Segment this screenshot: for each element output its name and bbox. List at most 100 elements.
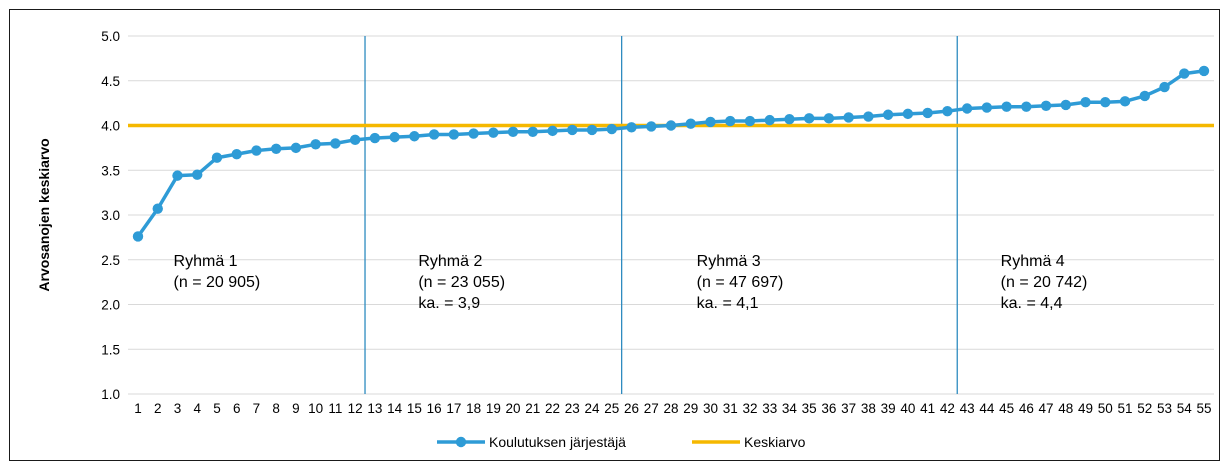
group-annotation-line: ka. = 3,9 (418, 295, 480, 312)
data-point (1060, 99, 1072, 111)
y-tick-labels: 1.0 1.5 2.0 2.5 3.0 3.5 4.0 4.5 5.0 (101, 29, 120, 402)
x-tick-label: 11 (328, 401, 342, 416)
data-point (507, 126, 519, 137)
x-tick-label: 48 (1058, 401, 1073, 416)
x-tick-label: 8 (272, 401, 280, 416)
x-tick-label: 44 (979, 401, 995, 416)
x-tick-label: 22 (545, 401, 560, 416)
data-point (1119, 96, 1131, 107)
data-point (172, 170, 183, 181)
x-tick-label: 37 (841, 401, 856, 416)
x-tick-label: 20 (506, 401, 521, 416)
gridlines (128, 35, 1214, 395)
group-annotation-line: ka. = 4,4 (1001, 295, 1063, 312)
y-axis-label: Arvosanojen keskiarvo (36, 138, 52, 291)
x-tick-label: 6 (233, 401, 241, 416)
x-tick-label: 7 (253, 401, 261, 416)
data-point (1159, 81, 1170, 93)
data-point (981, 102, 993, 113)
data-point (863, 111, 874, 122)
data-point (468, 128, 479, 139)
data-point (211, 152, 223, 163)
x-tick-label: 4 (193, 401, 201, 416)
data-point (448, 129, 460, 140)
data-point (843, 112, 854, 123)
x-tick-label: 46 (1019, 401, 1034, 416)
x-tick-label: 33 (762, 401, 777, 416)
group-annotation-line: ka. = 4,1 (697, 295, 759, 312)
data-point (369, 132, 381, 144)
data-point (527, 126, 539, 137)
data-point (1080, 97, 1091, 108)
data-points (132, 65, 1210, 242)
data-point (961, 103, 973, 114)
data-point (626, 122, 637, 133)
x-tick-label: 30 (703, 401, 718, 416)
data-point (1100, 97, 1111, 108)
x-tick-label: 18 (466, 401, 481, 416)
group-annotation-line: (n = 23 055) (418, 274, 505, 291)
x-tick-label: 15 (407, 401, 422, 416)
x-tick-label: 52 (1137, 401, 1152, 416)
data-point (606, 123, 617, 135)
data-point (389, 131, 400, 143)
x-tick-label: 24 (585, 401, 601, 416)
data-point (290, 142, 302, 154)
x-tick-label: 5 (213, 401, 221, 416)
data-point (251, 145, 262, 156)
data-point (567, 124, 578, 136)
data-point (1198, 65, 1210, 77)
group-annotations: Ryhmä 1 (n = 20 905) Ryhmä 2 (n = 23 055) ka… (174, 253, 1088, 312)
x-tick-label: 36 (821, 401, 836, 416)
legend: Koulutuksen järjestäjä Keskiarvo (437, 434, 806, 450)
data-point (330, 138, 341, 149)
group-annotation-line: Ryhmä 1 (174, 253, 238, 270)
x-tick-label: 51 (1118, 401, 1133, 416)
group-annotation-line: (n = 20 742) (1001, 274, 1088, 291)
data-point (1021, 101, 1032, 112)
legend-average-label: Keskiarvo (744, 434, 806, 450)
data-point (803, 113, 815, 124)
data-point (922, 107, 933, 119)
x-tick-label: 28 (663, 401, 678, 416)
data-point (902, 108, 914, 120)
data-point (1040, 100, 1052, 112)
x-tick-label: 45 (999, 401, 1014, 416)
x-tick-label: 3 (174, 401, 182, 416)
x-tick-label: 40 (900, 401, 915, 416)
data-point (428, 129, 440, 140)
y-tick-label: 1.5 (101, 342, 120, 357)
x-tick-label: 34 (782, 401, 798, 416)
group-dividers (364, 36, 958, 394)
group-annotation-line: Ryhmä 2 (418, 253, 482, 270)
data-point (192, 169, 203, 180)
x-tick-label: 38 (861, 401, 876, 416)
x-tick-label: 27 (644, 401, 659, 416)
x-tick-label: 50 (1098, 401, 1113, 416)
x-tick-label: 32 (742, 401, 757, 416)
data-point (685, 118, 696, 129)
x-tick-label: 1 (134, 401, 142, 416)
y-tick-label: 3.0 (101, 208, 120, 223)
y-tick-label: 2.5 (101, 253, 120, 268)
x-tick-label: 14 (387, 401, 403, 416)
data-point (744, 115, 756, 127)
x-tick-label: 9 (292, 401, 300, 416)
data-point (705, 116, 716, 128)
data-point (310, 139, 321, 150)
x-tick-label: 53 (1157, 401, 1172, 416)
data-point (1001, 101, 1012, 112)
x-tick-label: 35 (802, 401, 817, 416)
x-tick-label: 10 (308, 401, 323, 416)
data-point (231, 148, 242, 160)
x-tick-label: 16 (427, 401, 442, 416)
data-point (270, 143, 282, 154)
y-tick-label: 4.5 (101, 74, 120, 89)
x-tick-label: 54 (1177, 401, 1193, 416)
y-tick-label: 2.0 (101, 298, 120, 313)
group-annotation-line: (n = 47 697) (697, 274, 784, 291)
x-tick-label: 25 (604, 401, 619, 416)
x-tick-label: 23 (565, 401, 580, 416)
x-tick-label: 29 (683, 401, 698, 416)
